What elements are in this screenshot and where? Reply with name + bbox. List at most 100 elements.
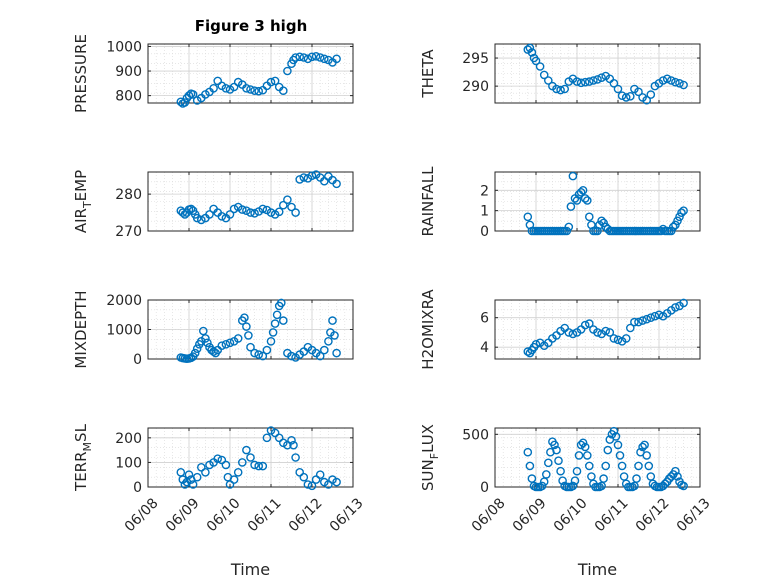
data-point [544, 76, 553, 85]
y-axis-label-2: AIRTEMP [72, 170, 94, 233]
data-point [630, 317, 639, 327]
data-point [632, 474, 641, 483]
data-point [580, 442, 590, 452]
data-point [217, 455, 227, 465]
subplot-1: 800 900 1000 PRESSURE [72, 34, 354, 113]
data-point [276, 298, 286, 308]
data-point [613, 84, 623, 94]
subplot-3: 270 280 AIRTEMP [72, 170, 354, 240]
data-point [671, 220, 680, 230]
data-point [274, 433, 284, 443]
y-tick-label: 2000 [106, 293, 142, 309]
data-point [667, 472, 676, 481]
data-point [188, 480, 198, 489]
data-point [656, 226, 666, 236]
data-point [295, 52, 305, 62]
data-point [272, 310, 282, 320]
data-point [617, 461, 627, 471]
data-point [576, 78, 586, 88]
data-point [233, 467, 243, 477]
data-point [242, 84, 251, 93]
data-point [609, 334, 619, 343]
data-point [250, 460, 259, 470]
x-axis-label: Time [577, 560, 617, 579]
subplot-6: 4 6 H2OMIXRA [419, 289, 701, 370]
data-point [186, 204, 196, 214]
data-point [527, 48, 537, 57]
y-tick-label: 4 [480, 340, 489, 356]
data-point [203, 338, 212, 348]
data-point [246, 85, 255, 94]
data-point [254, 461, 264, 471]
y-tick-label: 100 [115, 455, 142, 471]
data-point [213, 76, 222, 86]
data-point [246, 208, 255, 217]
data-point [192, 472, 202, 482]
data-point [221, 84, 231, 93]
data-point [278, 86, 288, 95]
data-point [246, 342, 255, 352]
data-point [531, 56, 541, 66]
data-point [324, 336, 333, 346]
data-point [311, 475, 321, 484]
data-point [274, 207, 284, 217]
data-point [589, 76, 598, 85]
data-point [311, 52, 321, 61]
data-point [597, 216, 606, 226]
data-point [673, 216, 682, 226]
data-point [669, 222, 678, 232]
data-point [225, 210, 235, 219]
data-point [523, 347, 533, 356]
data-point [568, 329, 578, 339]
data-point [542, 470, 551, 479]
data-point [213, 454, 222, 464]
data-point [324, 480, 333, 489]
data-point [585, 77, 594, 86]
axes-box [147, 427, 354, 488]
data-point [638, 316, 647, 325]
y-axis-label-5: H2OMIXRA [419, 289, 437, 370]
data-point [572, 77, 582, 86]
data-point [523, 212, 533, 222]
y-tick-label: 0 [480, 224, 489, 240]
data-point [644, 461, 654, 471]
data-point [221, 339, 231, 349]
data-point [184, 91, 194, 100]
data-point [601, 461, 611, 471]
data-point [525, 43, 535, 53]
data-point [539, 70, 549, 80]
data-point [299, 472, 309, 482]
data-point [330, 331, 339, 340]
data-point [192, 344, 202, 354]
data-point [250, 86, 259, 95]
y-tick-label: 200 [115, 431, 142, 447]
data-point [287, 351, 296, 361]
data-point [262, 433, 272, 443]
y-tick-label: 1000 [106, 323, 142, 339]
data-point [578, 185, 588, 195]
data-point [240, 313, 249, 323]
y-tick-label: 500 [462, 427, 489, 443]
data-point [242, 322, 251, 331]
x-axis-label: Time [230, 560, 270, 579]
data-point [576, 440, 586, 450]
data-point [564, 222, 574, 232]
data-point [646, 313, 656, 323]
data-point [283, 66, 292, 76]
data-point [603, 445, 613, 455]
data-point [552, 84, 561, 94]
data-point [307, 481, 317, 491]
data-point [295, 467, 305, 477]
data-point [523, 447, 533, 457]
data-point [556, 466, 565, 476]
data-point [638, 442, 647, 452]
data-point [299, 53, 309, 62]
data-point [642, 451, 652, 460]
data-point [679, 481, 688, 491]
data-point [634, 317, 643, 327]
data-point [580, 320, 590, 330]
y-tick-label: 900 [115, 64, 142, 80]
data-point [585, 212, 594, 222]
data-point [583, 451, 592, 460]
